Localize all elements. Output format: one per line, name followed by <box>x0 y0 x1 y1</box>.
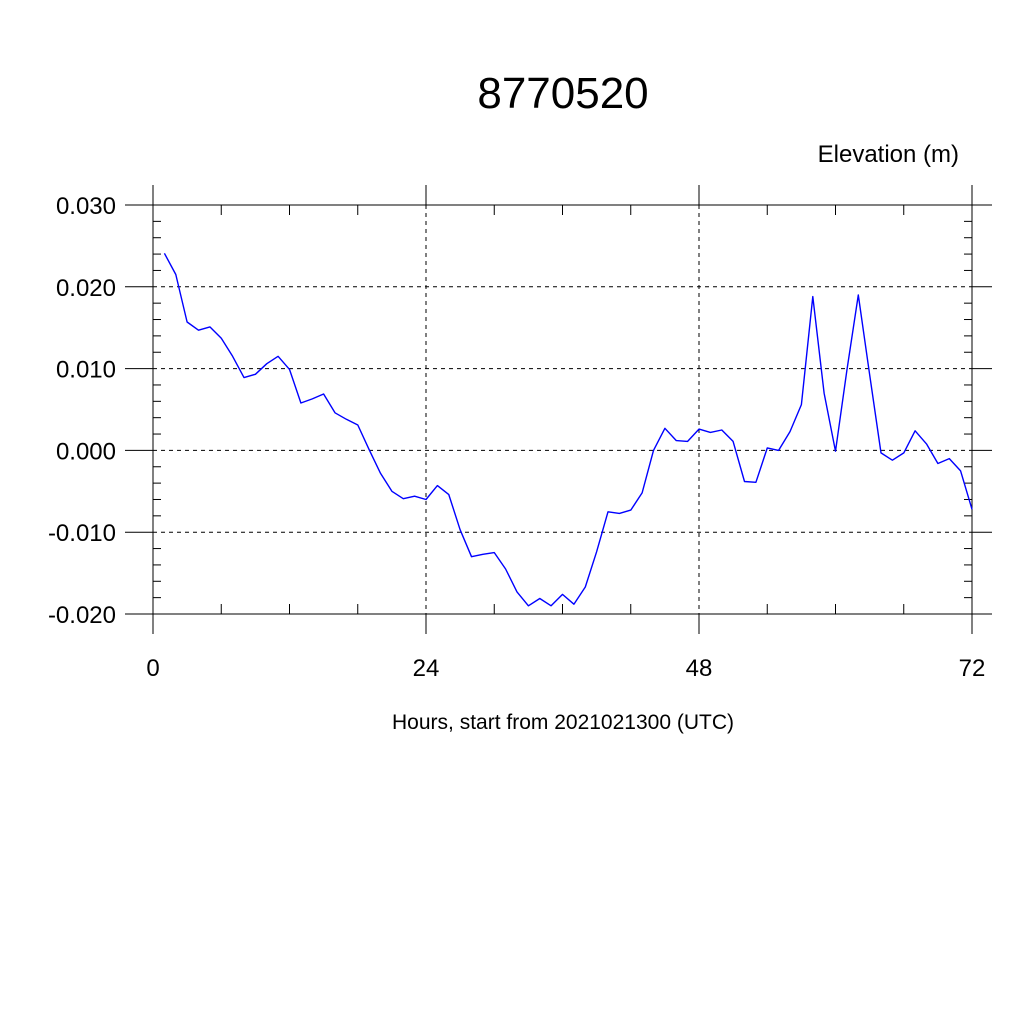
y-tick-label: 0.010 <box>56 357 116 384</box>
major-ticks <box>125 185 992 634</box>
plot-frame <box>152 204 973 615</box>
y-axis-label: Elevation (m) <box>818 141 959 168</box>
y-tick-labels: -0.020 -0.010 0.000 0.010 0.020 0.030 <box>48 193 116 629</box>
y-tick-label: 0.030 <box>56 193 116 220</box>
x-tick-labels: 0 24 48 72 <box>146 655 985 682</box>
x-tick-label: 48 <box>686 655 713 682</box>
x-tick-label: 24 <box>413 655 440 682</box>
series-layer <box>163 252 973 607</box>
minor-ticks <box>153 205 972 614</box>
chart-title: 8770520 <box>477 69 648 118</box>
x-tick-label: 72 <box>959 655 986 682</box>
y-tick-label: -0.020 <box>48 602 116 629</box>
x-tick-label: 0 <box>146 655 159 682</box>
y-tick-label: 0.000 <box>56 438 116 465</box>
grid <box>152 204 973 615</box>
series-line <box>163 252 973 607</box>
y-tick-label: 0.020 <box>56 275 116 302</box>
y-tick-label: -0.010 <box>48 520 116 547</box>
x-axis-label: Hours, start from 2021021300 (UTC) <box>392 711 734 734</box>
